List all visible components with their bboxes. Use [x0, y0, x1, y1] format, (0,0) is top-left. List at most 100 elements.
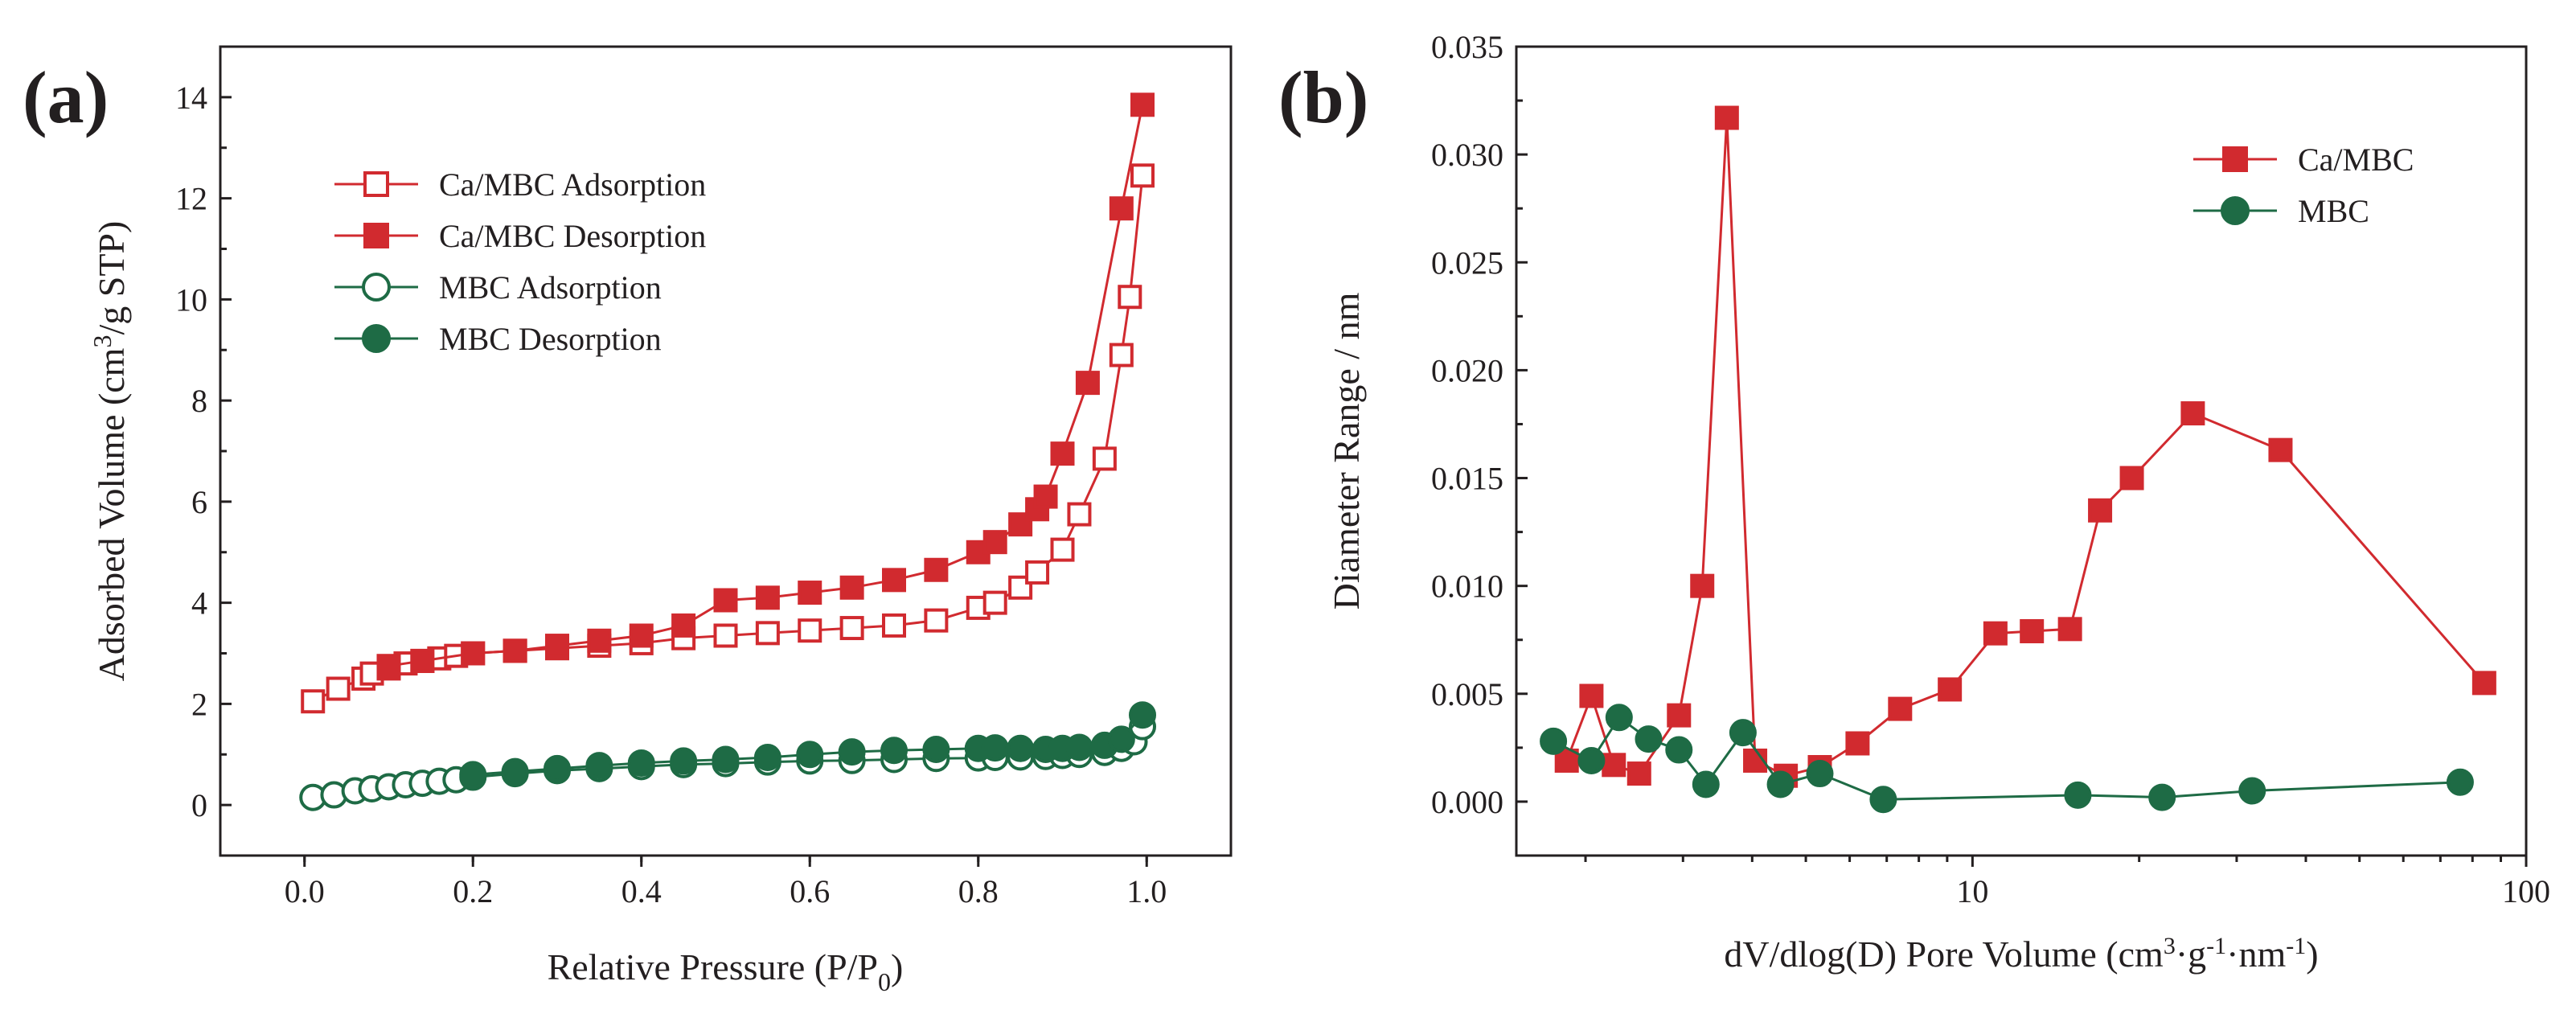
panel-b-data-point-ca-mbc — [2057, 617, 2082, 642]
panel-a-data-point-ca-mbc-desorption — [839, 575, 864, 600]
panel-a-data-point-mbc-desorption — [459, 761, 487, 789]
panel-a-data-point-ca-mbc-desorption — [1130, 92, 1155, 117]
panel-b: (b) 10 100 0.000 0.005 0.010 0.015 0.020 0.025… — [1278, 29, 2550, 975]
panel-b-x-ticks: 10 100 — [1584, 856, 2550, 909]
panel-b-x-tick-label: 100 — [2502, 873, 2550, 909]
legend-marker-mbc-ads — [362, 273, 391, 302]
panel-a-data-point-mbc-desorption — [501, 757, 529, 786]
panel-a-data-point-ca-mbc-desorption — [1109, 196, 1134, 221]
panel-b-x-tick-label: 10 — [1956, 873, 1988, 909]
panel-a-y-tick-label: 4 — [191, 585, 207, 622]
panel-b-y-tick-label: 0.035 — [1431, 29, 1503, 65]
legend-marker-mbc — [2221, 196, 2250, 225]
panel-b-data-point-mbc — [1635, 725, 1663, 753]
panel-b-data-point-ca-mbc — [1690, 573, 1715, 598]
panel-a-y-tick-label: 0 — [191, 787, 207, 823]
panel-a-data-point-ca-mbc-desorption — [924, 557, 949, 582]
panel-b-y-tick-label: 0.015 — [1431, 461, 1503, 497]
panel-b-y-tick-label: 0.010 — [1431, 568, 1503, 605]
panel-b-y-ticks: 0.000 0.005 0.010 0.015 0.020 0.025 0.030 0.035 — [1431, 29, 1528, 820]
panel-a-x-tick-label: 0.4 — [621, 873, 662, 909]
legend-label-mbc: MBC — [2298, 193, 2369, 229]
panel-a-data-point-ca-mbc-desorption — [982, 530, 1007, 555]
panel-b-data-point-mbc — [2238, 777, 2266, 805]
panel-a-x-tick-label: 0.2 — [453, 873, 493, 909]
panel-b-data-point-ca-mbc — [1667, 703, 1692, 728]
panel-a-y-tick-label: 6 — [191, 484, 207, 520]
panel-a-series-mbc-desorption — [459, 701, 1157, 789]
panel-a-data-point-ca-mbc-adsorption — [1092, 446, 1117, 471]
panel-b-x-axis-title: dV/dlog(D) Pore Volume (cm3·g-1·nm-1) — [1724, 933, 2318, 975]
panel-a-data-point-ca-mbc-adsorption — [1050, 537, 1075, 562]
panel-a-data-point-mbc-desorption — [981, 734, 1009, 762]
panel-b-data-point-mbc — [1806, 760, 1834, 788]
panel-a-data-point-ca-mbc-desorption — [755, 585, 780, 610]
panel-a-data-point-ca-mbc-adsorption — [755, 621, 780, 646]
panel-a-y-tick-label: 2 — [191, 686, 207, 722]
panel-a-series — [299, 92, 1157, 811]
panel-a-x-tick-label: 0.8 — [958, 873, 999, 909]
panel-b-data-point-ca-mbc — [1579, 683, 1604, 708]
legend-marker-mbc-des — [362, 324, 391, 353]
panel-a-data-point-mbc-desorption — [712, 745, 740, 774]
panel-a-y-tick-label: 8 — [191, 383, 207, 419]
panel-a-x-axis-title: Relative Pressure (P/P0) — [548, 946, 904, 996]
panel-a-data-point-mbc-desorption — [585, 752, 613, 780]
panel-a-data-point-ca-mbc-adsorption — [982, 590, 1007, 615]
legend-label-ca-des: Ca/MBC Desorption — [439, 218, 706, 254]
panel-b-y-tick-label: 0.025 — [1431, 244, 1503, 281]
panel-a-data-point-mbc-desorption — [753, 744, 781, 772]
panel-b-data-point-ca-mbc — [2119, 466, 2144, 490]
panel-b-data-point-ca-mbc — [1554, 748, 1579, 773]
panel-a: (a) 0.0 0.2 0.4 0.6 0.8 1.0 0 2 4 6 8 10 12 14 Relat… — [23, 45, 1233, 996]
panel-b-data-point-ca-mbc — [1602, 753, 1626, 778]
panel-a-data-point-ca-mbc-desorption — [376, 654, 401, 679]
panel-a-data-point-mbc-desorption — [880, 737, 908, 765]
panel-a-series-ca-mbc-adsorption — [301, 163, 1155, 714]
panel-b-data-point-ca-mbc — [2180, 401, 2205, 426]
legend-marker-ca-mbc — [2222, 146, 2248, 172]
panel-b-data-point-ca-mbc — [1983, 621, 2008, 646]
panel-a-data-point-mbc-desorption — [627, 749, 655, 777]
panel-a-data-point-ca-mbc-desorption — [545, 634, 569, 659]
panel-b-data-point-ca-mbc — [2020, 619, 2045, 644]
panel-a-data-point-mbc-desorption — [796, 741, 824, 769]
panel-a-data-point-ca-mbc-desorption — [502, 638, 527, 663]
panel-b-data-point-ca-mbc — [1626, 761, 1651, 786]
panel-b-data-point-mbc — [2064, 781, 2092, 809]
panel-b-data-point-ca-mbc — [1845, 731, 1870, 756]
panel-a-y-tick-label: 10 — [175, 281, 207, 318]
panel-a-y-tick-label: 14 — [175, 80, 207, 116]
panel-b-data-point-ca-mbc — [1938, 677, 1963, 702]
panel-a-data-point-ca-mbc-desorption — [882, 568, 906, 593]
panel-b-data-point-mbc — [1869, 786, 1897, 814]
panel-b-y-tick-label: 0.005 — [1431, 676, 1503, 712]
panel-a-data-point-ca-mbc-adsorption — [1109, 343, 1134, 367]
panel-a-data-point-ca-mbc-adsorption — [1067, 502, 1092, 527]
panel-b-data-point-ca-mbc — [2088, 498, 2113, 523]
panel-a-data-point-mbc-desorption — [1129, 701, 1157, 729]
panel-a-data-point-ca-mbc-desorption — [713, 588, 738, 613]
panel-b-data-point-mbc — [1540, 727, 1568, 755]
panel-b-data-point-mbc — [2148, 783, 2176, 811]
panel-b-y-tick-label: 0.030 — [1431, 137, 1503, 173]
panel-b-data-point-ca-mbc — [2471, 671, 2496, 696]
panel-b-data-point-mbc — [1692, 770, 1720, 798]
legend-label-ca-ads: Ca/MBC Adsorption — [439, 166, 706, 203]
legend-marker-ca-des — [363, 223, 389, 248]
panel-b-data-point-mbc — [1766, 770, 1795, 798]
legend-label-mbc-des: MBC Desorption — [439, 321, 662, 357]
panel-b-data-point-ca-mbc — [1714, 105, 1739, 130]
panel-b-plot-frame — [1515, 45, 2528, 857]
panel-a-data-point-ca-mbc-adsorption — [326, 676, 351, 701]
panel-a-series-ca-mbc-desorption — [376, 92, 1155, 679]
panel-a-y-ticks: 0 2 4 6 8 10 12 14 — [175, 80, 232, 823]
panel-b-legend: Ca/MBC MBC — [2193, 142, 2414, 229]
panel-a-data-point-ca-mbc-adsorption — [301, 689, 326, 714]
panel-a-data-point-mbc-desorption — [670, 747, 698, 775]
panel-a-data-point-mbc-desorption — [922, 735, 950, 763]
panel-a-data-point-ca-mbc-adsorption — [713, 623, 738, 648]
panel-a-data-point-ca-mbc-adsorption — [798, 618, 822, 643]
